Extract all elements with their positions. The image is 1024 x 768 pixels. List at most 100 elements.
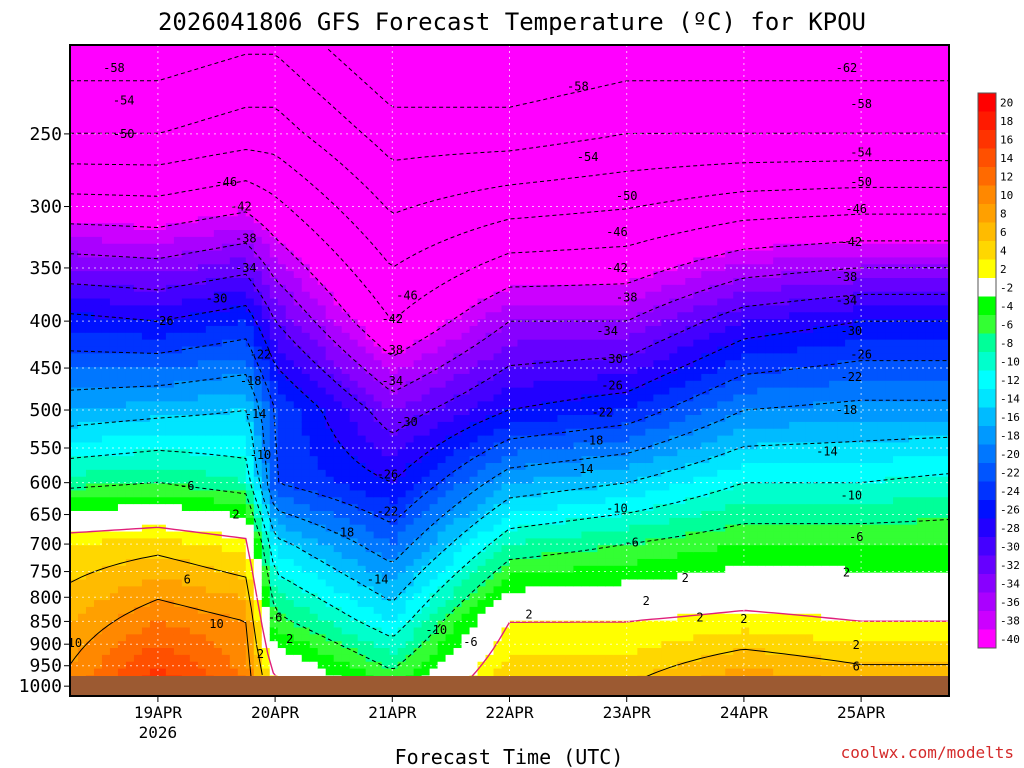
temperature-cell [477, 415, 487, 423]
temperature-cell [341, 339, 351, 348]
temperature-cell [253, 463, 263, 471]
temperature-cell [309, 271, 319, 279]
temperature-cell [453, 442, 463, 450]
temperature-cell [437, 305, 447, 313]
temperature-cell [437, 51, 447, 60]
temperature-cell [173, 586, 183, 594]
temperature-cell [173, 463, 183, 471]
temperature-cell [405, 600, 415, 608]
temperature-cell [341, 298, 351, 306]
temperature-cell [445, 99, 455, 108]
temperature-cell [141, 442, 151, 450]
temperature-cell [477, 51, 487, 60]
temperature-cell [461, 195, 471, 204]
temperature-cell [325, 456, 335, 464]
temperature-cell [197, 216, 207, 224]
temperature-cell [197, 58, 207, 67]
temperature-cell [365, 504, 375, 512]
temperature-cell [445, 79, 455, 87]
temperature-cell [157, 271, 167, 279]
temperature-cell [181, 579, 191, 587]
temperature-cell [70, 421, 79, 430]
temperature-cell [213, 463, 223, 471]
temperature-cell [317, 606, 327, 615]
temperature-cell [197, 579, 207, 587]
temperature-cell [277, 346, 287, 354]
temperature-cell [117, 353, 127, 361]
temperature-cell [141, 319, 151, 327]
temperature-cell [213, 223, 223, 231]
temperature-cell [437, 216, 447, 224]
temperature-cell [181, 552, 191, 560]
temperature-cell [189, 469, 199, 478]
temperature-cell [421, 332, 431, 341]
temperature-cell [309, 415, 319, 423]
temperature-cell [173, 120, 183, 128]
temperature-cell [205, 120, 215, 128]
temperature-cell [141, 312, 151, 320]
temperature-cell [125, 620, 135, 629]
temperature-cell [357, 161, 367, 169]
temperature-cell [333, 668, 343, 677]
temperature-cell [173, 517, 183, 526]
temperature-cell [133, 305, 143, 313]
temperature-cell [85, 250, 95, 259]
temperature-cell [70, 380, 79, 389]
temperature-cell [277, 449, 287, 457]
temperature-cell [237, 134, 247, 142]
temperature-cell [213, 353, 223, 361]
temperature-cell [453, 291, 463, 300]
temperature-cell [445, 401, 455, 409]
temperature-cell [453, 531, 463, 539]
temperature-cell [405, 140, 415, 149]
temperature-cell [413, 216, 423, 224]
temperature-cell [85, 504, 95, 512]
temperature-cell [421, 387, 431, 396]
temperature-cell [93, 182, 103, 190]
temperature-cell [165, 325, 175, 334]
temperature-cell [325, 346, 335, 354]
temperature-cell [357, 654, 367, 663]
temperature-cell [237, 634, 247, 642]
temperature-cell [269, 51, 279, 60]
temperature-cell [413, 627, 423, 635]
temperature-cell [397, 168, 407, 176]
temperature-cell [373, 127, 383, 135]
temperature-cell [93, 373, 103, 382]
temperature-cell [341, 538, 351, 546]
temperature-cell [269, 127, 279, 135]
temperature-cell [109, 92, 119, 101]
temperature-cell [429, 469, 439, 478]
temperature-cell [141, 120, 151, 128]
temperature-cell [485, 99, 495, 108]
temperature-cell [229, 140, 239, 149]
temperature-cell [221, 188, 231, 197]
temperature-cell [357, 86, 367, 94]
temperature-cell [413, 654, 423, 663]
temperature-cell [141, 661, 151, 670]
temperature-cell [397, 236, 407, 245]
temperature-cell [357, 606, 367, 615]
temperature-cell [221, 182, 231, 190]
temperature-cell [221, 86, 231, 94]
temperature-cell [253, 517, 263, 526]
temperature-cell [389, 469, 399, 478]
temperature-cell [381, 202, 391, 211]
temperature-cell [125, 45, 135, 53]
temperature-cell [317, 243, 327, 252]
temperature-cell [437, 367, 447, 375]
temperature-cell [461, 154, 471, 163]
temperature-cell [253, 387, 263, 396]
temperature-cell [325, 195, 335, 204]
temperature-cell [317, 613, 327, 622]
temperature-cell [125, 195, 135, 204]
temperature-cell [429, 216, 439, 224]
temperature-cell [70, 72, 79, 80]
temperature-cell [109, 243, 119, 252]
temperature-cell [125, 517, 135, 526]
temperature-cell [101, 600, 111, 608]
temperature-cell [349, 524, 359, 533]
temperature-cell [261, 106, 271, 115]
temperature-cell [77, 243, 87, 252]
temperature-cell [397, 620, 407, 629]
